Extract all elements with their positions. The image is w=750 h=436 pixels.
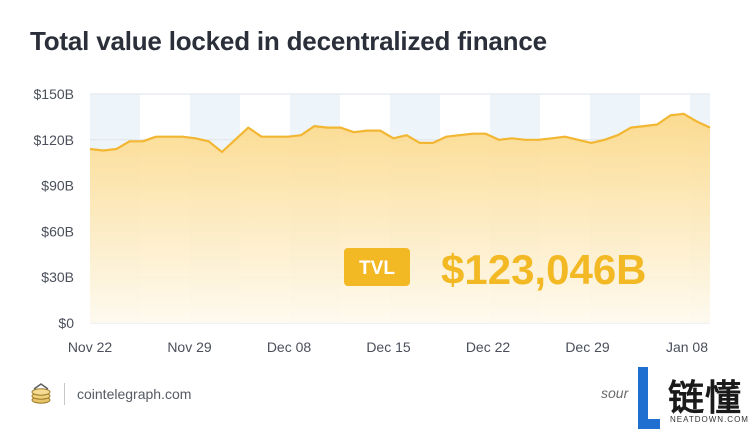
- y-tick-label: $30B: [41, 269, 74, 285]
- tvl-area-fill: [90, 113, 710, 323]
- source-label: sour: [601, 385, 629, 401]
- tvl-line: [89, 112, 711, 154]
- footer: cointelegraph.com: [28, 381, 191, 407]
- neatdown-l-logo-icon: [638, 367, 660, 429]
- tvl-badge-label: TVL: [359, 258, 395, 279]
- x-tick-label: Nov 29: [167, 339, 212, 355]
- y-tick-label: $60B: [41, 223, 74, 239]
- watermark-text: 链懂: [668, 378, 743, 419]
- y-tick-label: $0: [58, 315, 74, 331]
- footer-site-link[interactable]: cointelegraph.com: [77, 386, 192, 402]
- watermark: 链懂 NEATDOWN.COM: [630, 365, 750, 436]
- x-tick-label: Dec 15: [366, 339, 411, 355]
- tvl-annotation: TVL $123,046B: [344, 246, 647, 293]
- footer-divider: [64, 383, 65, 405]
- chart-title: Total value locked in decentralized fina…: [30, 26, 547, 56]
- y-tick-label: $150B: [34, 86, 74, 102]
- watermark-subtext: NEATDOWN.COM: [670, 415, 749, 424]
- cointelegraph-coin-icon: [31, 383, 51, 404]
- x-tick-label: Jan 08: [666, 339, 708, 355]
- x-tick-label: Dec 22: [466, 339, 511, 355]
- x-tick-label: Dec 08: [267, 339, 312, 355]
- x-tick-label: Dec 29: [565, 339, 610, 355]
- tvl-value: $123,046B: [441, 246, 647, 293]
- x-axis-labels: Nov 22 Nov 29 Dec 08 Dec 15 Dec 22 Dec 29 Jan …: [68, 339, 708, 355]
- tvl-badge: [344, 248, 410, 286]
- y-tick-label: $120B: [34, 132, 74, 148]
- y-axis-labels: $150B $120B $90B $60B $30B $0: [34, 86, 75, 331]
- y-tick-label: $90B: [41, 178, 74, 194]
- x-tick-label: Nov 22: [68, 339, 113, 355]
